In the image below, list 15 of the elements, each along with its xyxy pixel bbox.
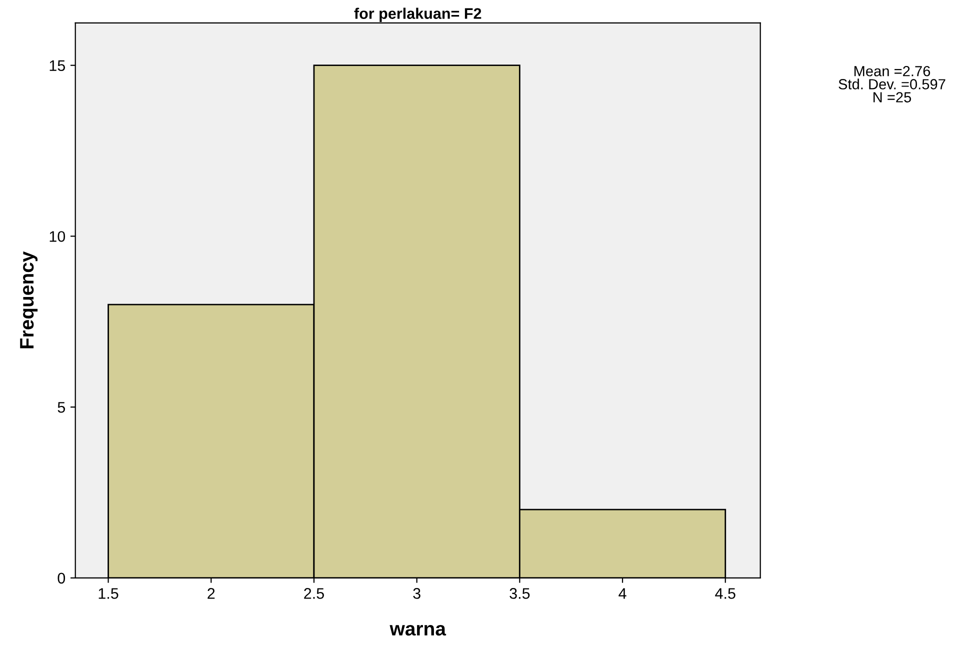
x-axis-title: warna	[390, 624, 446, 636]
x-tick-label: 2.5	[304, 588, 324, 599]
y-tick-label: 5	[58, 402, 66, 413]
chart-title: for perlakuan= F2	[354, 8, 482, 22]
text: Mean =2.76 Std. Dev. =0.597 N =25	[838, 66, 946, 102]
y-tick-label: 10	[50, 231, 66, 242]
x-tick-label: 3.5	[510, 588, 530, 599]
x-tick-label: 3	[413, 588, 420, 599]
y-axis-title: Frequency	[20, 251, 38, 348]
x-tick-label: 1.5	[98, 588, 118, 599]
y-tick-label: 0	[58, 572, 66, 584]
x-tick-label: 4.5	[715, 588, 736, 599]
y-tick-label: 15	[50, 60, 66, 72]
x-tick-label: 2	[208, 588, 215, 599]
x-tick-label: 4	[618, 588, 626, 599]
